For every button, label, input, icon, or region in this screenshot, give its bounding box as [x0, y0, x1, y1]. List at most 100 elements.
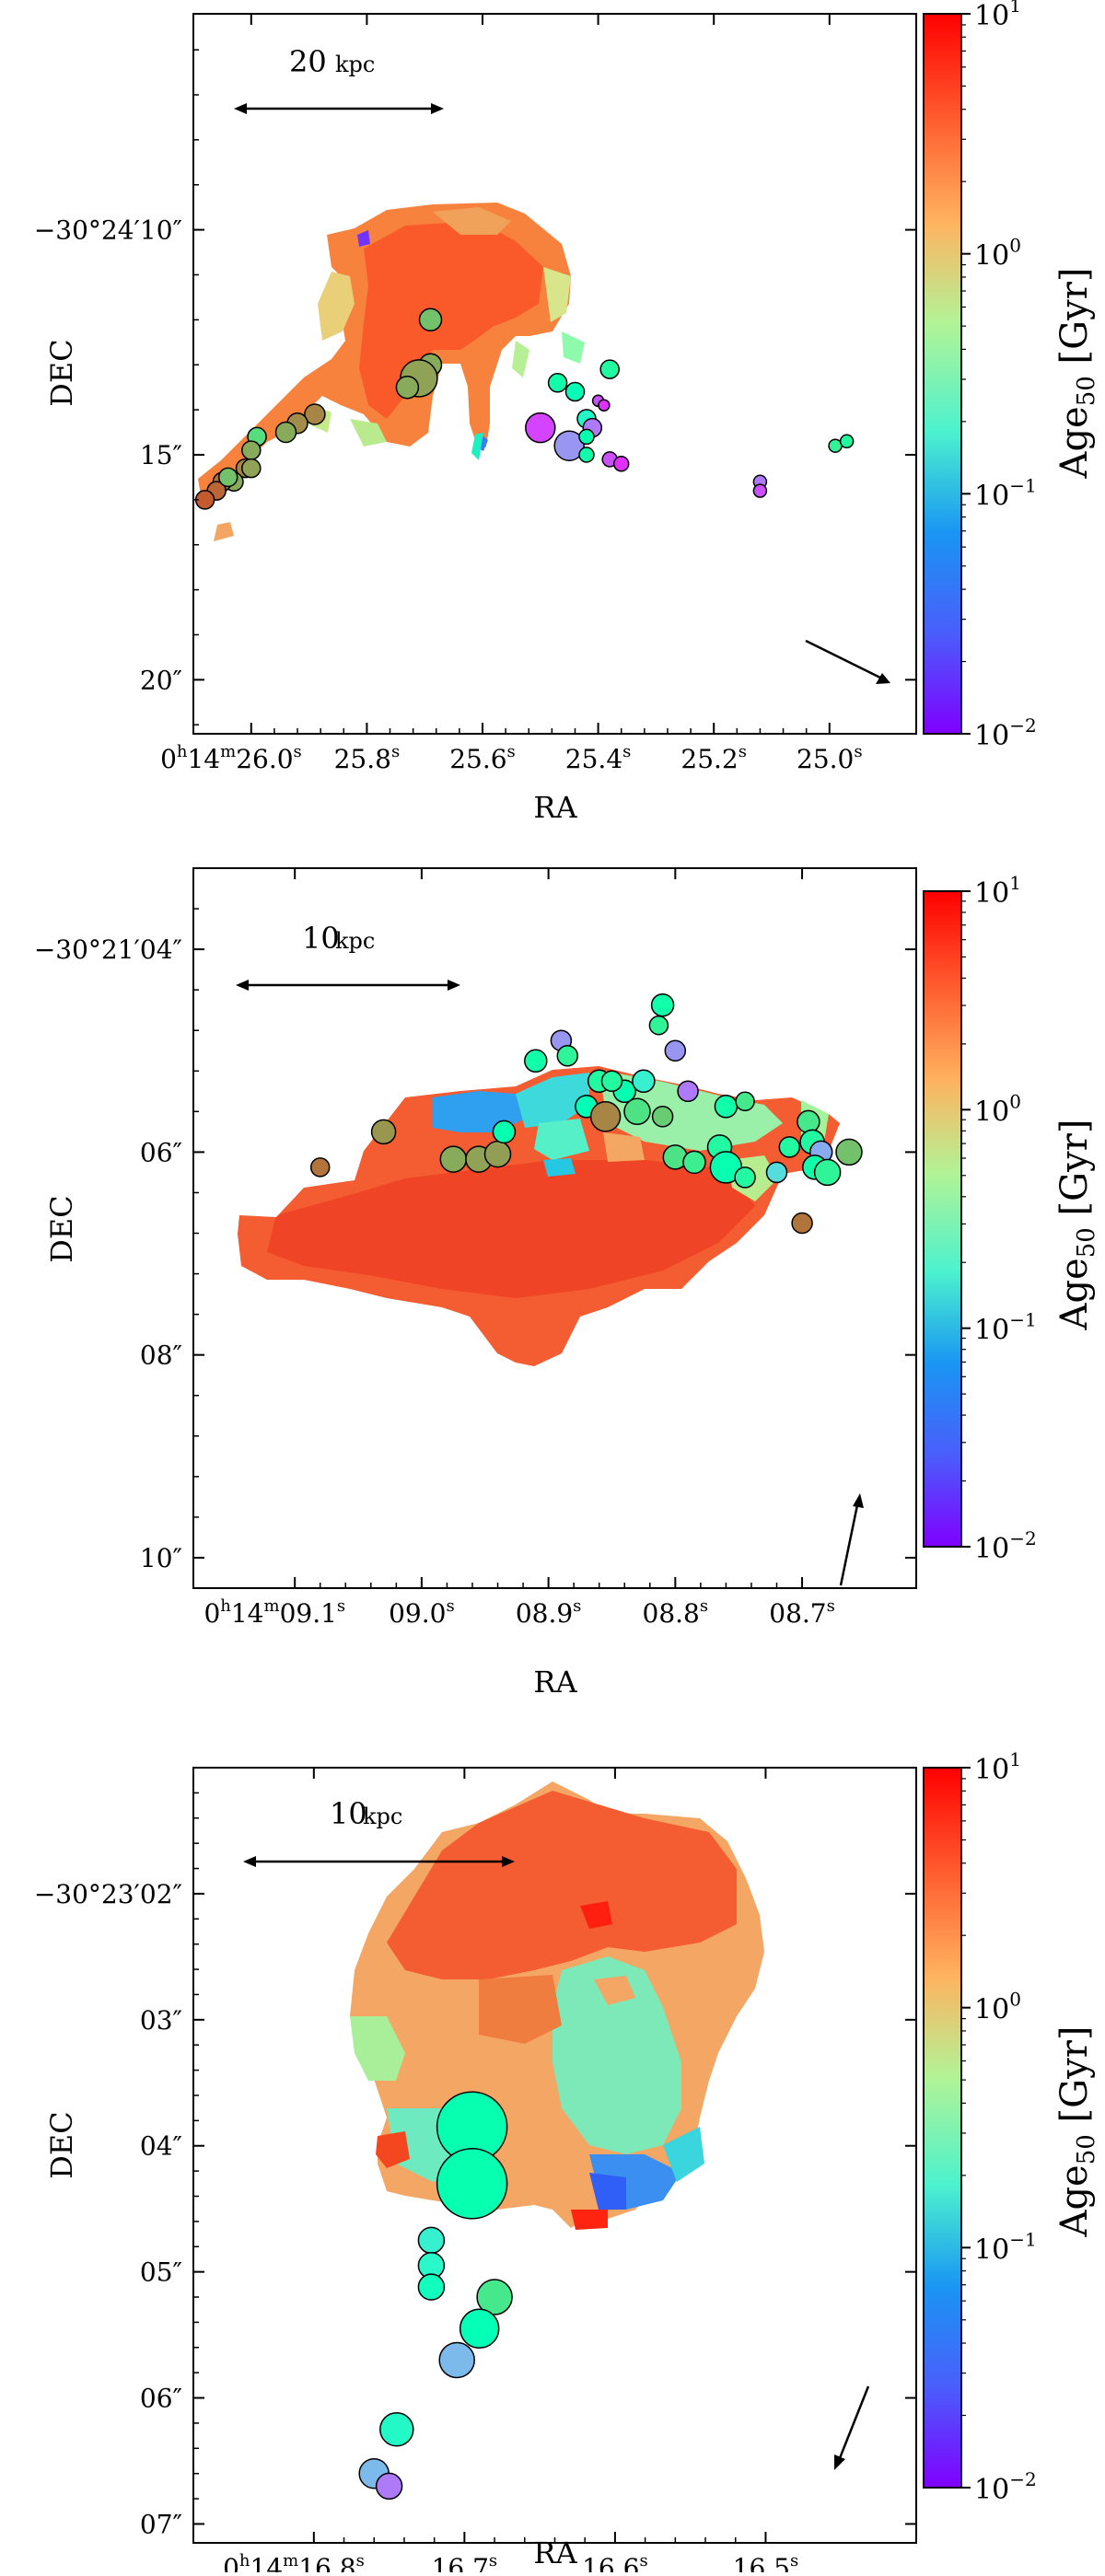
clump-marker — [375, 2472, 403, 2501]
x-tick-label: 25.2s — [680, 742, 747, 774]
clump-marker — [217, 467, 238, 488]
colorbar-label-middle: Age50 [Gyr] — [1053, 1120, 1100, 1331]
age-map-middle — [238, 1066, 840, 1366]
x-tick-label: 0h14m16.8s — [223, 2551, 365, 2572]
clump-marker — [677, 1080, 699, 1103]
y-axis-label-middle: DEC — [44, 1195, 79, 1263]
clump-marker — [623, 1097, 651, 1126]
age-map-top — [198, 203, 585, 541]
colorbar-tick-label: 10−2 — [974, 714, 1037, 752]
clump-marker — [752, 483, 768, 498]
clump-marker — [483, 1140, 512, 1168]
clump-marker — [492, 1120, 517, 1144]
clump-marker — [682, 1150, 706, 1175]
clump-marker — [813, 1158, 842, 1187]
clump-marker — [648, 1015, 669, 1036]
colorbar-tick-label: 101 — [974, 0, 1021, 32]
y-tick-label: 20″ — [140, 665, 182, 695]
colorbar-tick-label: 100 — [974, 1090, 1021, 1128]
scale-bar-middle: 10 kpc — [236, 921, 460, 991]
clump-marker — [578, 447, 595, 463]
clump-marker — [589, 1101, 622, 1132]
clump-marker — [439, 1145, 468, 1173]
clump-marker — [476, 2279, 513, 2315]
clump-marker — [600, 1070, 623, 1093]
colorbar-tick-label: 10−1 — [974, 2228, 1037, 2266]
clump-marker — [304, 403, 326, 425]
x-tick-label: 0h14m26.0s — [160, 742, 302, 774]
panel-bottom: 0h14m16.8s 16.7s 16.6s 16.5s −30°23′02″ 03″ 04… — [0, 1712, 1105, 2576]
panel-top: 0h14m26.0s 25.8s 25.6s 25.4s 25.2s 25.0s −30°2… — [0, 0, 1105, 856]
axes-middle: 0h14m09.1s 09.0s 08.9s 08.8s 08.7s −30°21′04″… — [34, 867, 916, 1629]
y-tick-label: 10″ — [140, 1543, 182, 1573]
clumps-bottom — [358, 2091, 513, 2501]
panel-middle: 0h14m09.1s 09.0s 08.9s 08.8s 08.7s −30°21′04″… — [0, 856, 1105, 1712]
direction-arrow-top — [805, 639, 890, 684]
scale-bar-top: 20 kpc — [234, 44, 444, 114]
x-tick-label: 16.5s — [733, 2551, 799, 2572]
colorbar-bottom — [923, 1767, 962, 2489]
chart-top: 0h14m26.0s 25.8s 25.6s 25.4s 25.2s 25.0s −30°2… — [34, 0, 1100, 825]
colorbar-tick-label: 101 — [974, 1748, 1021, 1786]
y-tick-label: 07″ — [140, 2509, 182, 2539]
plot-frame-top — [192, 13, 917, 735]
clumps-middle — [309, 992, 863, 1235]
colorbar-label-top: Age50 [Gyr] — [1053, 268, 1100, 480]
y-tick-label: −30°21′04″ — [34, 934, 182, 965]
x-axis-label-bottom: RA — [533, 2535, 577, 2570]
colorbar-tick-label: 100 — [974, 1989, 1021, 2026]
clump-marker — [274, 421, 297, 444]
clump-marker — [438, 2341, 475, 2379]
x-tick-label: 25.0s — [797, 742, 863, 774]
clumps-top — [194, 307, 855, 510]
clump-marker — [459, 2308, 500, 2350]
clump-marker — [599, 359, 620, 379]
axes-bottom: 0h14m16.8s 16.7s 16.6s 16.5s −30°23′02″ 03″ 04… — [34, 1767, 916, 2576]
x-tick-label: 08.8s — [643, 1596, 709, 1629]
colorbar-tick-label: 10−1 — [974, 474, 1037, 512]
clump-marker — [241, 440, 262, 460]
colorbar-ticks-top: 101 100 10−1 10−2 — [961, 0, 1037, 752]
chart-bottom: 0h14m16.8s 16.7s 16.6s 16.5s −30°23′02″ 03″ 04… — [34, 1748, 1100, 2576]
clump-marker — [417, 2226, 446, 2255]
clump-marker — [241, 458, 262, 479]
colorbar-middle — [923, 890, 962, 1548]
clump-marker — [612, 456, 630, 472]
clump-marker — [778, 1136, 801, 1158]
x-tick-label: 25.6s — [449, 742, 516, 774]
y-tick-label: −30°23′02″ — [34, 1879, 182, 1909]
colorbar-top — [923, 13, 962, 735]
y-tick-label: 05″ — [140, 2257, 182, 2288]
y-tick-label: 15″ — [140, 440, 182, 470]
scale-bar-unit-top: kpc — [335, 52, 375, 77]
x-tick-label: 09.0s — [389, 1596, 455, 1629]
y-tick-label: 06″ — [140, 1137, 182, 1167]
clump-marker — [395, 375, 420, 400]
colorbar-ticks-middle: 101 100 10−1 10−2 — [961, 872, 1037, 1565]
x-tick-label: 08.7s — [769, 1596, 835, 1629]
y-tick-label: 06″ — [140, 2384, 182, 2414]
y-tick-label: 08″ — [140, 1340, 182, 1371]
y-tick-label: 04″ — [140, 2131, 182, 2162]
clump-marker — [791, 1212, 813, 1235]
colorbar-tick-label: 101 — [974, 872, 1021, 910]
clump-marker — [734, 1166, 756, 1189]
scale-bar-unit-bottom: kpc — [363, 1804, 402, 1829]
clump-marker — [379, 2412, 414, 2447]
clump-marker — [765, 1161, 788, 1184]
clump-marker — [598, 399, 611, 412]
clump-marker — [370, 1119, 397, 1145]
clump-marker — [664, 1039, 687, 1062]
clump-marker — [417, 2273, 446, 2301]
clump-marker — [839, 434, 855, 449]
clump-marker — [547, 373, 568, 393]
x-axis-label-top: RA — [533, 790, 577, 825]
scale-bar-value-top: 20 — [289, 44, 327, 79]
x-axis-label-middle: RA — [533, 1665, 577, 1700]
scale-bar-value-bottom: 10 — [330, 1796, 367, 1831]
colorbar-label-bottom: Age50 [Gyr] — [1053, 2026, 1100, 2238]
age-map-bottom — [350, 1781, 764, 2230]
clump-marker — [524, 1049, 548, 1073]
x-tick-label: 0h14m09.1s — [204, 1596, 345, 1629]
direction-arrow-bottom — [834, 2385, 870, 2470]
